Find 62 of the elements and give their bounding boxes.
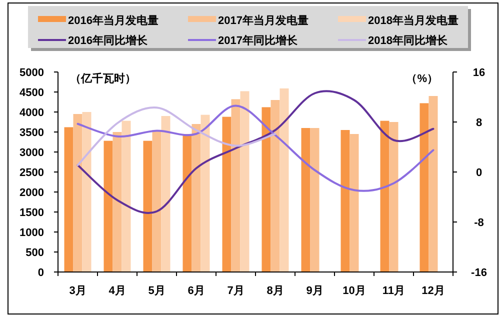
y-tick-label: 500: [26, 247, 44, 259]
legend-label: 2016年当月发电量: [68, 14, 158, 27]
bar: [200, 114, 210, 272]
y-tick-label: 4500: [20, 87, 44, 99]
y2-tick-label: 16: [472, 67, 486, 79]
bar: [104, 140, 113, 272]
bar: [73, 114, 82, 272]
x-tick-label: 9月: [306, 285, 324, 297]
bar: [280, 88, 289, 272]
y2-tick-label: 8: [476, 117, 482, 129]
y-tick-label: 3500: [20, 127, 44, 139]
bar: [112, 132, 122, 272]
bar: [428, 96, 438, 272]
y2-tick-label: -16: [471, 267, 487, 279]
bar: [310, 128, 320, 272]
bar: [161, 116, 170, 272]
legend-label: 2018年当月发电量: [368, 14, 458, 27]
y-tick-label: 2500: [20, 167, 44, 179]
x-tick-label: 4月: [108, 285, 126, 297]
line-series: [76, 106, 276, 166]
bar: [152, 130, 162, 272]
bar: [389, 122, 398, 272]
bar: [64, 127, 74, 272]
legend-label: 2017年当月发电量: [218, 14, 308, 27]
bar: [240, 91, 250, 272]
bar: [182, 134, 192, 272]
y-tick-label: 1000: [20, 227, 44, 239]
x-tick-label: 8月: [266, 285, 284, 297]
x-tick-label: 12月: [422, 285, 445, 297]
y2-tick-label: -8: [474, 217, 484, 229]
bar: [82, 112, 92, 272]
y-tick-label: 5000: [20, 67, 44, 79]
y-tick-label: 4000: [20, 107, 44, 119]
y-tick-label: 2000: [20, 187, 44, 199]
bar: [350, 134, 359, 272]
bar: [192, 124, 201, 272]
bar: [222, 116, 232, 272]
bar: [420, 103, 429, 272]
bar: [270, 100, 280, 272]
x-tick-label: 7月: [227, 285, 244, 297]
bar: [143, 140, 152, 272]
y-tick-label: 1500: [20, 207, 44, 219]
y-tick-label: 0: [38, 267, 44, 279]
bar: [340, 130, 350, 272]
bar: [380, 120, 390, 272]
y-tick-label: 3000: [20, 147, 44, 159]
bar: [262, 107, 271, 272]
legend-label: 2016年同比增长: [68, 34, 148, 47]
y2-tick-label: 0: [476, 167, 482, 179]
bar: [301, 128, 310, 272]
annotation: （亿千瓦时）: [70, 72, 136, 85]
x-tick-label: 10月: [342, 285, 366, 297]
x-tick-label: 5月: [148, 285, 166, 297]
bar: [231, 99, 240, 272]
line-series: [76, 104, 434, 192]
x-tick-label: 6月: [188, 285, 205, 297]
annotation: （%）: [406, 73, 438, 85]
x-tick-label: 11月: [382, 285, 406, 297]
bar: [122, 120, 131, 272]
legend-label: 2017年同比增长: [218, 34, 298, 47]
legend-label: 2018年同比增长: [368, 34, 448, 47]
x-tick-label: 3月: [69, 285, 86, 297]
